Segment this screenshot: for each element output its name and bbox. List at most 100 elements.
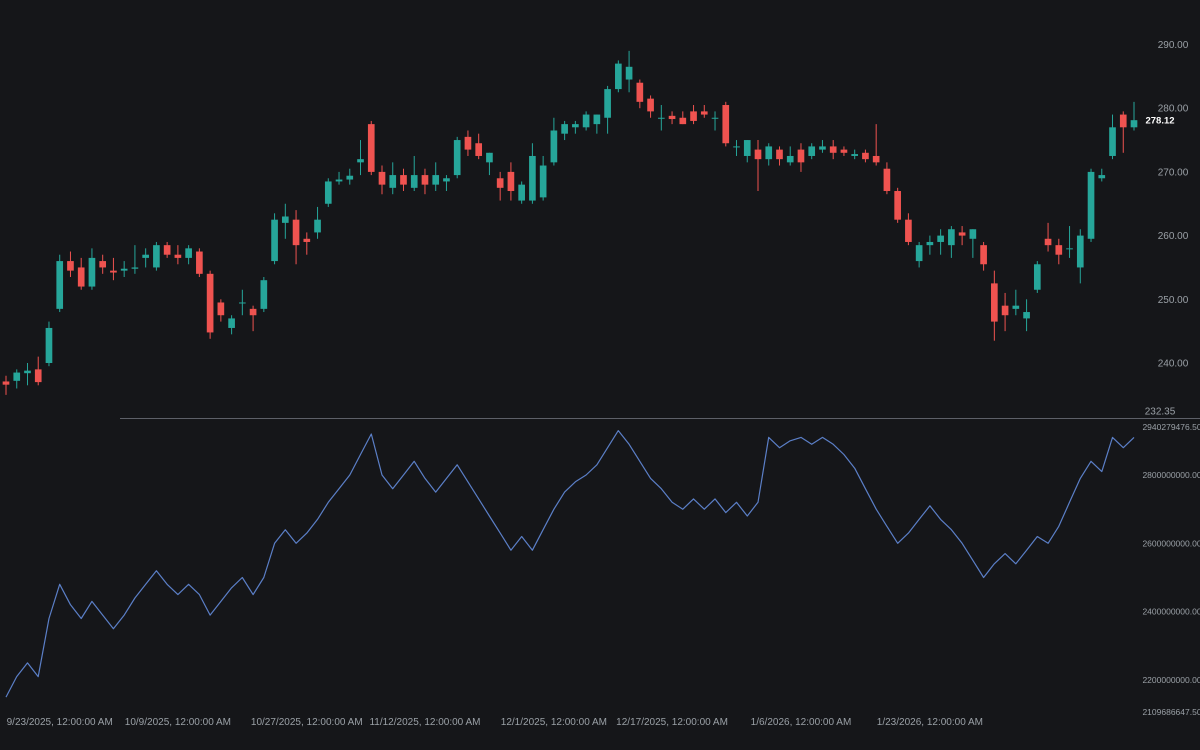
candle-body <box>1087 171 1095 239</box>
candle-body <box>131 267 139 269</box>
candle-body <box>346 175 354 180</box>
candle-body <box>443 178 450 182</box>
value-tick-label: 2200000000.00 <box>1142 675 1200 685</box>
candle-body <box>937 235 944 242</box>
candle-body <box>572 124 579 128</box>
candle-body <box>948 229 955 246</box>
candle-body <box>883 168 891 192</box>
candle-body <box>378 171 386 185</box>
indicator-pane[interactable] <box>5 430 1135 698</box>
candle-body <box>153 245 160 268</box>
candle-body <box>389 175 397 188</box>
candle-body <box>700 111 708 115</box>
candle-body <box>185 248 192 258</box>
candle-body <box>829 146 837 153</box>
time-tick-label: 10/9/2025, 12:00:00 AM <box>125 717 231 728</box>
candle-body <box>142 254 149 258</box>
time-axis[interactable]: 9/23/2025, 12:00:00 AM 10/9/2025, 12:00:0… <box>7 717 983 728</box>
value-tick-label: 2600000000.00 <box>1142 538 1200 548</box>
candle-body <box>249 308 257 316</box>
candle-body <box>550 130 558 163</box>
candlestick-pane[interactable] <box>2 50 1138 395</box>
candle-body <box>593 114 601 125</box>
candle-body <box>851 154 859 156</box>
candle-body <box>786 155 794 163</box>
candle-body <box>34 369 42 383</box>
candle-body <box>303 238 311 242</box>
candle-body <box>496 178 504 188</box>
candle-body <box>647 98 654 112</box>
candle-body <box>711 117 719 119</box>
candle-body <box>367 124 375 172</box>
candle-body <box>743 140 751 156</box>
candle-body <box>776 149 783 160</box>
price-min-label: 232.35 <box>1145 407 1176 418</box>
candle-body <box>67 261 74 271</box>
candle-body <box>582 114 590 128</box>
candle-body <box>797 149 805 163</box>
candle-body <box>636 82 644 102</box>
candle-body <box>1098 175 1106 179</box>
price-axis[interactable]: 290.00 280.00 270.00 260.00 250.00 240.00 232.… <box>1145 40 1189 418</box>
candle-body <box>722 105 730 144</box>
candle-body <box>174 254 182 258</box>
price-tick-label: 280.00 <box>1158 104 1189 115</box>
candle-body <box>2 381 10 385</box>
price-tick-label: 260.00 <box>1158 231 1189 242</box>
candle-body <box>1012 305 1020 309</box>
candle-body <box>88 257 96 287</box>
candle-body <box>862 152 869 160</box>
candle-body <box>894 191 901 220</box>
value-tick-label: 2800000000.00 <box>1142 470 1200 480</box>
candle-body <box>754 149 762 160</box>
time-tick-label: 1/23/2026, 12:00:00 AM <box>877 717 983 728</box>
candle-body <box>657 117 665 119</box>
candle-body <box>969 229 977 239</box>
candle-body <box>271 219 278 262</box>
candle-body <box>840 149 848 153</box>
candle-body <box>539 165 547 198</box>
candle-body <box>958 232 966 236</box>
candle-body <box>314 219 321 233</box>
candle-body <box>625 66 633 80</box>
candle-body <box>196 251 203 274</box>
candle-body <box>357 159 364 163</box>
candle-body <box>410 175 418 188</box>
candle-body <box>733 146 740 148</box>
time-tick-label: 1/6/2026, 12:00:00 AM <box>751 717 852 728</box>
price-tick-label: 250.00 <box>1158 295 1189 306</box>
candle-body <box>1119 114 1127 128</box>
candle-body <box>991 283 998 322</box>
price-tick-label: 270.00 <box>1158 167 1189 178</box>
candle-body <box>228 318 235 328</box>
value-tick-label: 2400000000.00 <box>1142 607 1200 617</box>
candle-body <box>765 146 773 160</box>
candle-body <box>45 327 53 363</box>
candle-body <box>206 273 214 333</box>
candle-body <box>615 63 622 90</box>
candle-body <box>13 372 21 381</box>
time-tick-label: 12/1/2025, 12:00:00 AM <box>501 717 607 728</box>
time-tick-label: 11/12/2025, 12:00:00 AM <box>369 717 480 728</box>
indicator-value-axis[interactable]: 2940279476.50 2800000000.00 2600000000.00 2… <box>1142 422 1200 717</box>
candle-body <box>163 245 171 255</box>
time-tick-label: 9/23/2025, 12:00:00 AM <box>7 717 113 728</box>
value-min-label: 2109686647.50 <box>1142 707 1200 717</box>
price-tick-label: 290.00 <box>1158 40 1189 51</box>
candle-body <box>99 261 107 268</box>
candle-body <box>1066 248 1073 250</box>
candle-body <box>690 111 697 121</box>
candle-body <box>604 89 611 118</box>
candle-body <box>561 124 568 134</box>
price-tick-label: 240.00 <box>1158 359 1189 370</box>
candle-body <box>529 155 536 201</box>
time-tick-label: 10/27/2025, 12:00:00 AM <box>251 717 363 728</box>
candle-body <box>872 155 880 163</box>
candle-body <box>120 268 128 271</box>
candle-body <box>281 216 289 223</box>
candle-body <box>110 270 117 273</box>
candle-body <box>292 219 300 246</box>
